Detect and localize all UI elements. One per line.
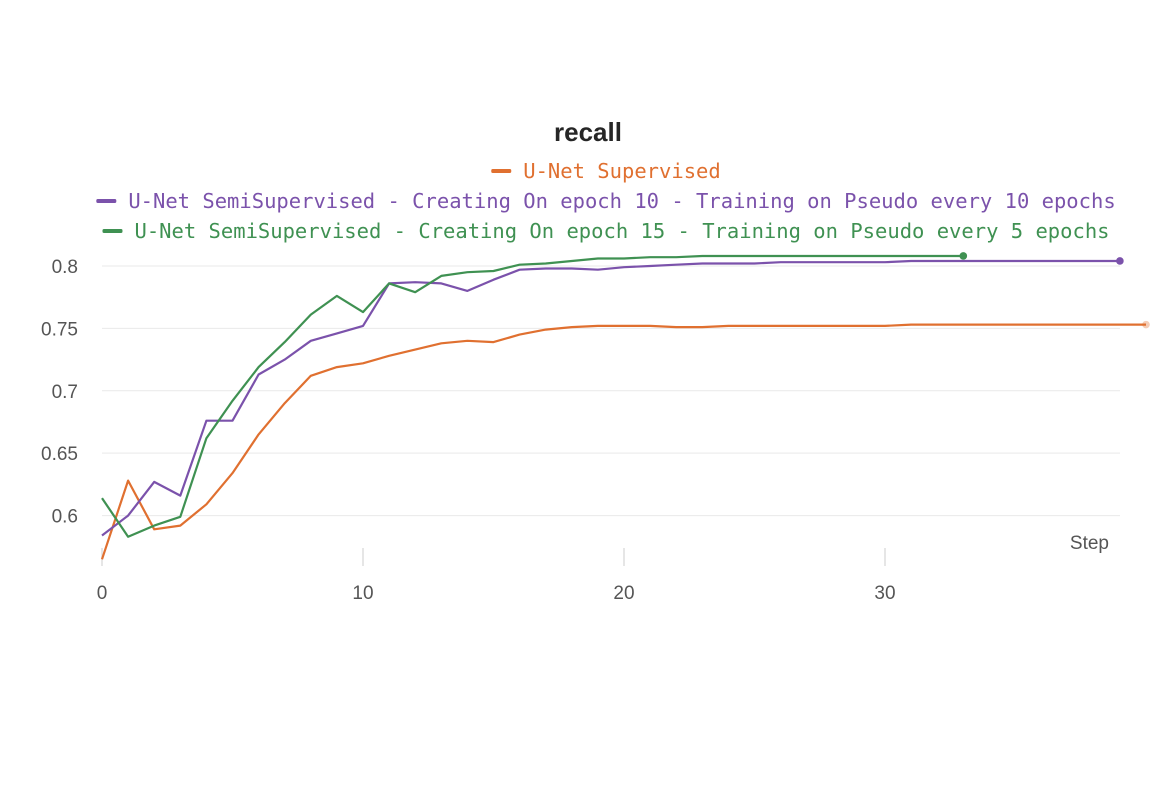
series-line-2 <box>101 254 964 538</box>
legend-label-2: U-Net SemiSupervised - Creating On epoch… <box>134 219 1109 243</box>
y-axis: 0.6 0.65 0.7 0.75 0.8 <box>41 257 78 528</box>
series-end-marker-1 <box>1116 257 1124 265</box>
series-line-1 <box>101 259 1120 537</box>
x-tick-label: 10 <box>352 583 373 604</box>
x-axis: 0 10 20 30 <box>97 548 896 604</box>
chart-series <box>100 252 1150 560</box>
chart-title: recall <box>554 117 622 147</box>
chart-grid <box>102 265 1120 517</box>
y-tick-label: 0.6 <box>52 507 78 528</box>
legend-label-1: U-Net SemiSupervised - Creating On epoch… <box>128 189 1115 213</box>
legend-swatch-2 <box>102 229 123 233</box>
x-tick-label: 30 <box>874 583 895 604</box>
series-line-0 <box>100 323 1146 560</box>
y-tick-label: 0.8 <box>52 257 78 278</box>
legend-swatch-1 <box>96 199 117 203</box>
legend-label-0: U-Net Supervised <box>523 159 720 183</box>
series-end-marker-0 <box>1142 320 1150 329</box>
legend-swatch-0 <box>491 169 512 173</box>
y-tick-label: 0.75 <box>41 319 78 340</box>
series-end-marker-2 <box>959 252 968 260</box>
chart-legend: U-Net Supervised U-Net SemiSupervised - C… <box>96 159 1116 243</box>
x-tick-label: 0 <box>97 583 108 604</box>
x-axis-label: Step <box>1070 533 1109 554</box>
x-tick-label: 20 <box>613 583 634 604</box>
y-tick-label: 0.65 <box>41 444 78 465</box>
y-tick-label: 0.7 <box>52 382 78 403</box>
